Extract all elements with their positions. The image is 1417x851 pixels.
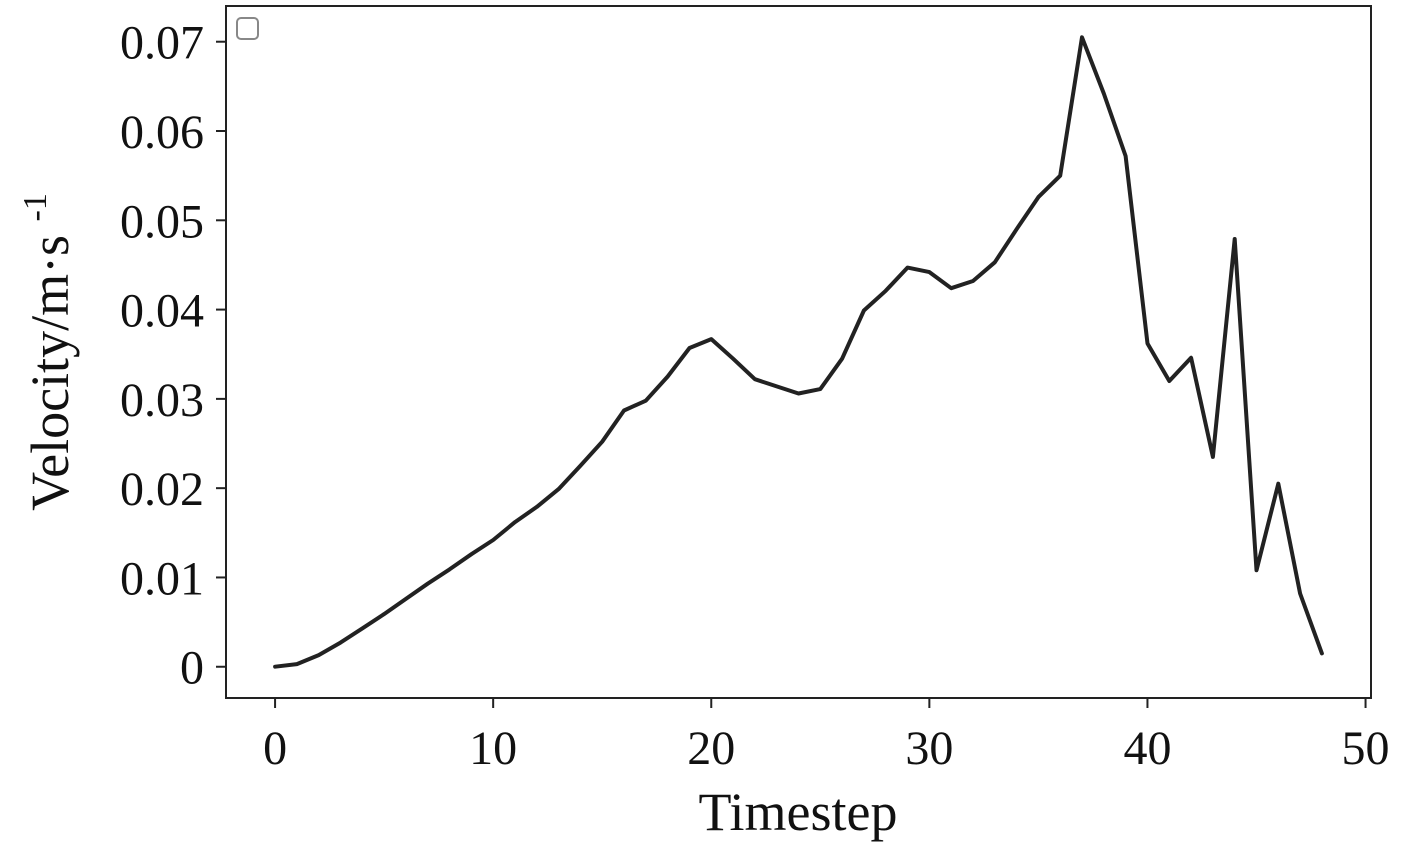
data-point (862, 309, 866, 312)
data-point (382, 612, 386, 616)
data-point (840, 357, 844, 361)
data-point (797, 392, 800, 395)
y-tick-label: 0.05 (120, 195, 204, 248)
data-point (491, 538, 495, 542)
data-point (1255, 568, 1258, 572)
series-points (273, 35, 1324, 669)
data-point (273, 665, 277, 669)
x-tick-label: 30 (905, 722, 953, 775)
x-tick-label: 50 (1342, 722, 1390, 775)
data-point (1102, 92, 1106, 95)
data-point (1124, 154, 1128, 158)
y-tick-label: 0.06 (120, 106, 204, 159)
x-tick-label: 40 (1123, 722, 1171, 775)
data-point (535, 505, 539, 509)
data-point (404, 597, 408, 601)
data-point (818, 387, 822, 391)
data-point (884, 289, 888, 293)
data-point (622, 409, 626, 412)
data-point (731, 357, 735, 361)
data-point (709, 337, 713, 341)
data-point (578, 464, 582, 468)
data-point (1036, 195, 1040, 199)
x-axis-ticks: 0 10 20 30 40 50 (263, 698, 1390, 775)
data-point (1276, 482, 1280, 486)
y-tick-label: 0.04 (120, 285, 204, 338)
data-point (317, 653, 321, 657)
data-point (513, 520, 517, 524)
data-point (753, 377, 757, 381)
y-axis-label-superscript: -1 (17, 193, 54, 221)
data-point (360, 626, 364, 630)
data-point (1189, 356, 1193, 360)
y-axis-ticks: 0 0.01 0.02 0.03 0.04 0.05 0.06 0.07 (120, 17, 226, 695)
data-point (1233, 237, 1237, 241)
data-point (1058, 174, 1062, 178)
y-tick-label: 0.01 (120, 552, 204, 605)
x-tick-label: 20 (687, 722, 735, 775)
data-point (927, 270, 931, 274)
data-point (971, 279, 975, 283)
y-tick-label: 0.02 (120, 463, 204, 516)
data-point (775, 384, 779, 388)
data-point (1146, 342, 1149, 345)
data-point (666, 375, 670, 379)
y-tick-label: 0 (180, 642, 204, 695)
data-point (906, 266, 909, 270)
data-point (1015, 227, 1019, 231)
y-tick-label: 0.03 (120, 374, 204, 427)
y-axis-label: Velocity/m·s -1 (17, 193, 80, 511)
x-tick-label: 0 (263, 722, 287, 775)
data-point (1298, 592, 1302, 595)
data-point (339, 641, 342, 645)
x-axis-label: Timestep (698, 782, 897, 842)
data-point (993, 260, 997, 264)
x-tick-label: 10 (469, 722, 517, 775)
data-point (688, 346, 691, 350)
data-point (644, 399, 648, 403)
data-point (426, 582, 430, 586)
data-point (600, 440, 604, 444)
data-point (448, 567, 451, 571)
data-point (469, 552, 473, 556)
legend-box (236, 17, 259, 40)
data-point (1080, 35, 1084, 39)
y-axis-label-main: Velocity/m·s (20, 235, 80, 511)
data-point (949, 286, 953, 290)
data-point (1167, 379, 1171, 383)
data-point (1211, 455, 1215, 459)
data-point (557, 487, 561, 491)
y-tick-label: 0.07 (120, 17, 204, 70)
data-point (295, 662, 299, 666)
plot-frame (225, 5, 1372, 699)
data-point (1320, 651, 1324, 655)
